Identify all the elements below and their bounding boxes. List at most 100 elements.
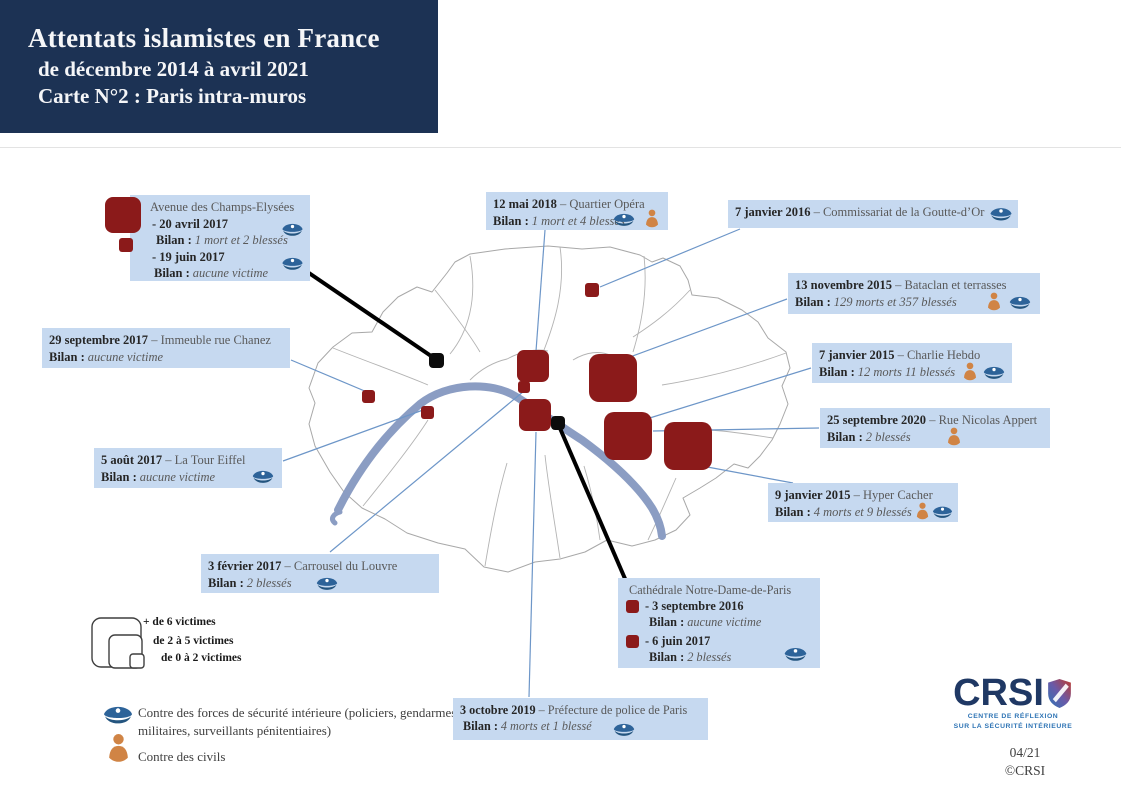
civilian-legend-icon [106,733,131,763]
bilan-value: 4 morts et 9 blessés [813,504,912,519]
size-legend-squares [91,617,145,669]
event-location: Préfecture de police de Paris [547,703,688,717]
police-cap-icon [989,205,1013,222]
event-date: 25 septembre 2020 [827,413,927,427]
civilian-icon [644,209,660,228]
police-cap-icon [1008,294,1032,310]
dash: – [151,333,158,347]
bilan-value: aucune victime [139,469,216,484]
event-date: 29 septembre 2017 [49,333,149,347]
event-location: Commissariat de la Goutte-d’Or [822,205,985,219]
crsi-logo-text: CRSI [953,672,1044,714]
bilan-label: Bilan : [463,719,498,734]
police-cap-icon [281,221,304,237]
marker-champs-elysees [429,353,444,368]
bilan-value: 2 blessés [865,429,911,444]
callout-title: Avenue des Champs-Elysées [150,200,295,214]
bilan-label: Bilan : [775,504,811,519]
callout-charlie-hebdo: 7 janvier 2015 – Charlie Hebdo Bilan :12… [812,343,1012,383]
callout-louvre: 3 février 2017 – Carrousel du Louvre Bil… [201,554,439,593]
event-date: - 6 juin 2017 [645,633,711,648]
dash: – [538,703,545,717]
copyright: ©CRSI [1004,762,1046,778]
event-date: 12 mai 2018 [493,197,557,211]
event-date: 3 février 2017 [208,559,282,573]
police-cap-icon [783,645,808,662]
event-location: Carrousel du Louvre [293,559,398,573]
civilian-icon [946,427,962,446]
bilan-label: Bilan : [208,575,244,590]
callout-title: Cathédrale Notre-Dame-de-Paris [629,583,792,597]
marker-bataclan [589,354,637,402]
callout-nicolas-appert: 25 septembre 2020 – Rue Nicolas Appert B… [820,408,1050,448]
crsi-logo-block: CRSI CENTRE DE RÉFLEXION SUR LA SÉCURITÉ… [938,674,1088,732]
dash: – [895,278,902,292]
callout-hyper-cacher: 9 janvier 2015 – Hyper Cacher Bilan :4 m… [768,483,958,522]
bilan-value: 12 morts 11 blessés [857,364,956,379]
police-cap-icon [315,575,339,591]
black-pointer-lines [304,269,628,582]
marker-chanez [362,390,375,403]
police-legend-text: Contre des forces de sécurité intérieure… [138,705,460,738]
police-cap-icon [612,721,636,737]
event-date: - 20 avril 2017 [152,216,229,231]
event-location: Hyper Cacher [862,488,933,502]
bilan-value: 2 blessés [687,649,732,664]
marker-champs-event1 [105,197,141,233]
crsi-tagline-2: SUR LA SÉCURITÉ INTÉRIEURE [953,723,1073,731]
bilan-value: 1 mort et 2 blessés [194,233,288,247]
bilan-value: aucune victime [192,266,269,280]
issue-date: 04/21 [1009,745,1041,760]
event-date: 9 janvier 2015 [775,488,851,502]
bilan-label: Bilan : [154,266,190,280]
callout-goutte-dor: 7 janvier 2016 – Commissariat de la Gout… [728,200,1018,228]
event-location: La Tour Eiffel [174,453,246,467]
callout-tour-eiffel: 5 août 2017 – La Tour Eiffel Bilan : aucu… [94,448,282,488]
size-square-small [129,653,145,669]
bilan-label: Bilan : [101,469,137,484]
event-date: - 3 septembre 2016 [645,599,744,614]
header-divider [0,147,1121,148]
attack-markers [362,283,712,470]
bilan-label: Bilan : [827,429,863,444]
bilan-label: Bilan : [649,615,685,630]
bilan-value: 1 mort et 4 blessés [531,213,625,228]
police-cap-icon [982,364,1006,380]
event-location: Quartier Opéra [569,197,645,211]
marker-champs-event2 [119,238,133,252]
bilan-value: aucune victime [687,615,762,630]
civilian-icon [915,502,930,520]
size-legend-label-large: + de 6 victimes [143,616,216,628]
marker-hyper-cacher [664,422,712,470]
bilan-label: Bilan : [649,649,685,664]
bilan-label: Bilan : [819,364,855,379]
event-location: Bataclan et terrasses [904,278,1007,292]
bilan-value: 2 blessés [246,575,292,590]
page-subtitle-map: Carte N°2 : Paris intra-muros [38,84,307,109]
police-cap-icon [251,468,275,484]
event-location: Immeuble rue Chanez [160,333,271,347]
marker-notre-dame [551,416,565,430]
event-location: Charlie Hebdo [906,348,981,362]
size-legend-label-small: de 0 à 2 victimes [161,652,242,664]
marker-opera [517,350,549,382]
bilan-value: 4 morts et 1 blessé [500,719,592,734]
police-cap-icon [281,255,304,271]
bilan-value: aucune victime [87,349,164,364]
callout-notre-dame: Cathédrale Notre-Dame-de-Paris - 3 septe… [618,578,820,668]
size-legend-label-medium: de 2 à 5 victimes [153,635,234,647]
crsi-shield-icon [1046,678,1073,709]
bilan-label: Bilan : [795,294,831,309]
marker-goutte-dor [585,283,599,297]
page-title: Attentats islamistes en France [28,23,380,53]
event-date: 13 novembre 2015 [795,278,892,292]
callout-champs-elysees: Avenue des Champs-Elysées - 20 avril 201… [105,195,310,281]
marker-notredame-event2 [626,635,639,648]
dash: – [813,205,820,219]
police-cap-icon [931,504,954,519]
marker-notredame-event1 [626,600,639,613]
location-markers [429,353,565,430]
dash: – [897,348,904,362]
